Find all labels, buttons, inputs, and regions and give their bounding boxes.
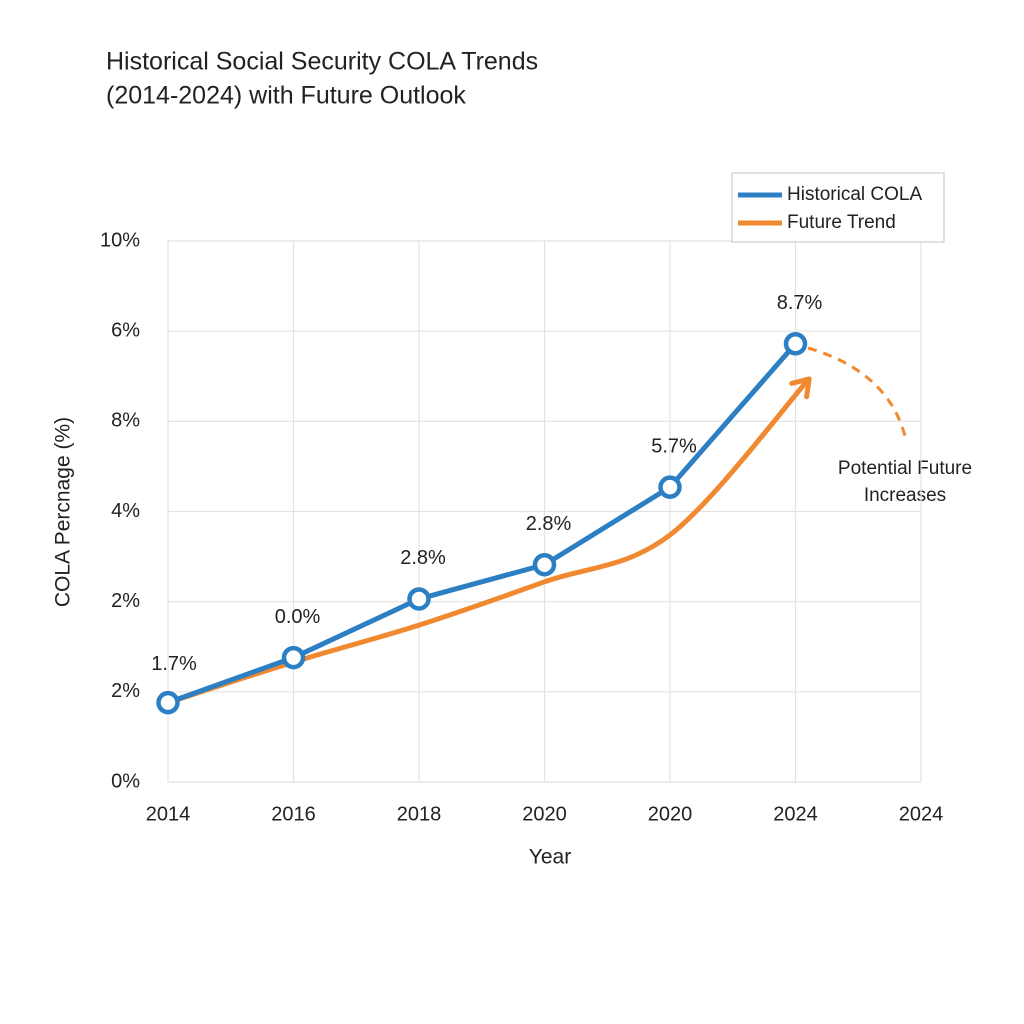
data-point (156, 690, 180, 715)
x-tick-label: 2020 (648, 803, 693, 825)
x-tick-label: 2016 (271, 803, 316, 825)
chart-title: (2014-2024) with Future Outlook (106, 82, 466, 110)
x-tick-label: 2014 (146, 803, 191, 825)
point-label: 2.8% (526, 513, 572, 535)
annotation: Potential Future (838, 458, 972, 479)
legend-label: Future Trend (787, 212, 896, 233)
future-arc (807, 346, 908, 441)
legend-label: Historical COLA (787, 184, 922, 205)
data-point (281, 645, 306, 670)
x-axis-label: Year (529, 846, 571, 869)
point-label: 8.7% (777, 292, 823, 314)
point-label: 1.7% (151, 653, 197, 675)
series-line (165, 341, 798, 706)
x-tick-label: 2018 (397, 803, 442, 825)
x-tick-label: 2020 (522, 803, 567, 825)
y-tick-label: 10% (100, 229, 140, 251)
data-point (783, 332, 808, 356)
y-tick-label: 8% (111, 410, 140, 432)
plot: 1.7% 0.0% 2.8% 2.8% 5.7% 8.7% (151, 292, 823, 715)
point-label: 0.0% (275, 606, 321, 628)
legend-box (731, 172, 945, 243)
grid: 0% 2% 2% 4% 8% 6% 10% 2014 2016 2018 2020 2020 2024 2… (100, 229, 943, 825)
y-tick-label: 2% (111, 590, 140, 612)
point-label: 5.7% (651, 435, 697, 457)
data-point (658, 475, 682, 499)
chart-title: Historical Social Security COLA Trends (106, 48, 538, 76)
annotation: Increases (864, 485, 946, 506)
y-tick-label: 4% (111, 500, 140, 522)
point-label: 2.8% (400, 547, 446, 569)
series-line (165, 376, 812, 706)
data-point (532, 552, 557, 577)
y-tick-label: 6% (111, 319, 140, 341)
x-tick-label: 2024 (773, 803, 818, 825)
legend: Historical COLA Future Trend (731, 172, 945, 243)
y-tick-label: 0% (111, 770, 140, 792)
x-tick-label: 2024 (899, 803, 944, 825)
y-axis-label: COLA Percnage (%) (52, 417, 75, 607)
y-tick-label: 2% (111, 680, 140, 702)
data-point (407, 587, 431, 611)
